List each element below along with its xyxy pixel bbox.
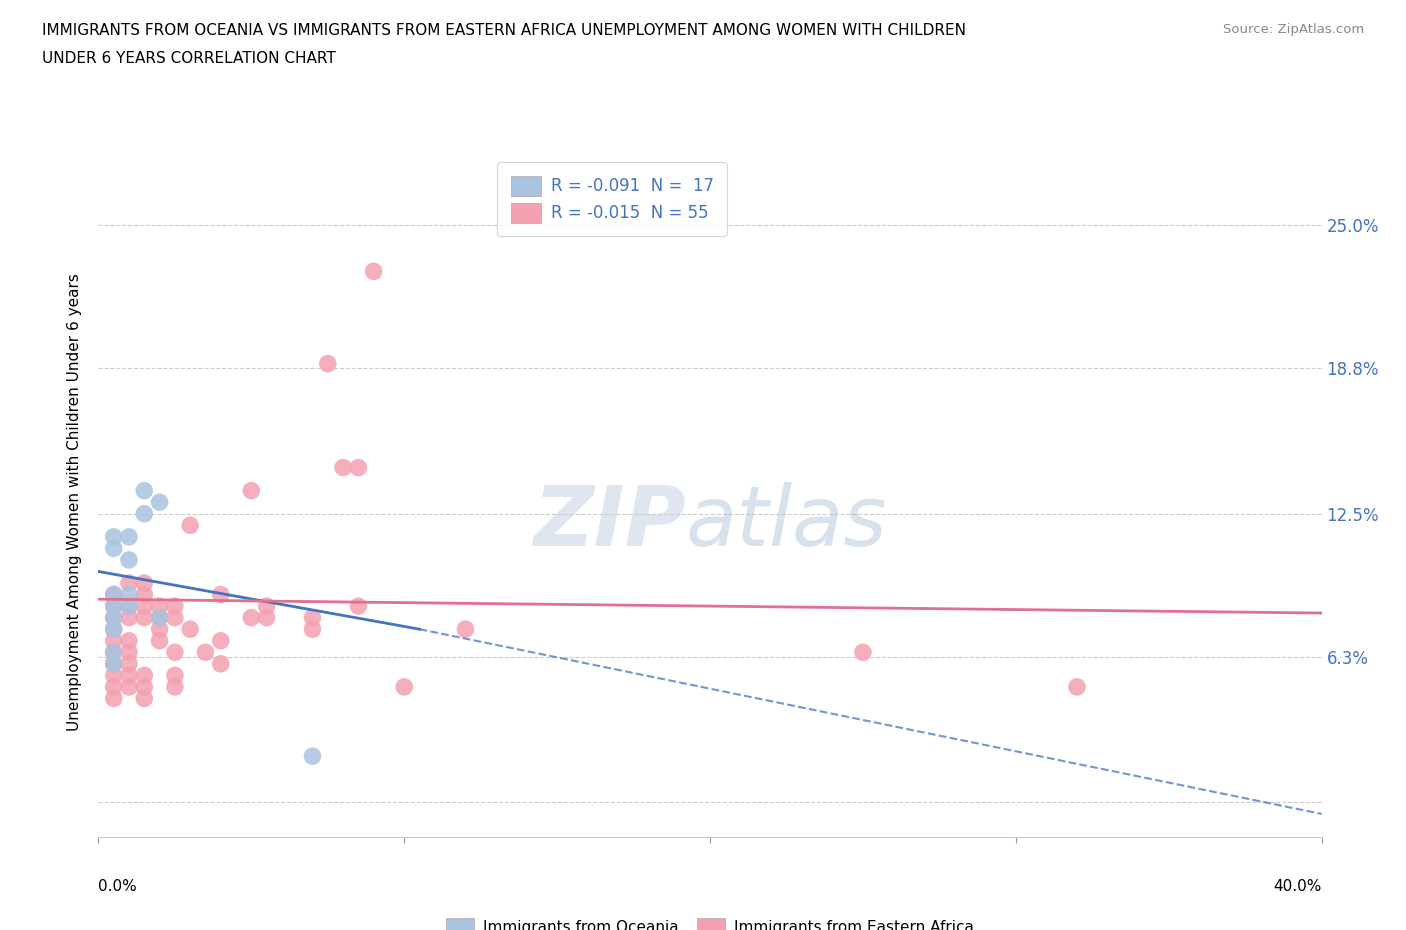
Point [118, 587, 141, 602]
Text: IMMIGRANTS FROM OCEANIA VS IMMIGRANTS FROM EASTERN AFRICA UNEMPLOYMENT AMONG WOM: IMMIGRANTS FROM OCEANIA VS IMMIGRANTS FR… [42, 23, 966, 38]
Point [134, 680, 156, 695]
Legend: Immigrants from Oceania, Immigrants from Eastern Africa: Immigrants from Oceania, Immigrants from… [440, 911, 980, 930]
Point [240, 610, 263, 625]
Point [194, 644, 217, 659]
Point [454, 622, 477, 637]
Point [301, 749, 323, 764]
Point [103, 622, 125, 637]
Point [118, 552, 141, 567]
Point [118, 529, 141, 544]
Point [134, 610, 156, 625]
Point [118, 599, 141, 614]
Point [363, 264, 385, 279]
Point [163, 610, 186, 625]
Point [118, 576, 141, 591]
Point [179, 518, 201, 533]
Point [1066, 680, 1088, 695]
Point [209, 633, 232, 648]
Text: atlas: atlas [686, 482, 887, 563]
Point [118, 668, 141, 683]
Point [209, 657, 232, 671]
Point [118, 644, 141, 659]
Point [118, 657, 141, 671]
Point [103, 657, 125, 671]
Point [209, 587, 232, 602]
Point [103, 680, 125, 695]
Point [134, 506, 156, 521]
Point [347, 599, 370, 614]
Point [256, 610, 278, 625]
Point [240, 484, 263, 498]
Point [103, 633, 125, 648]
Point [163, 668, 186, 683]
Point [316, 356, 339, 371]
Text: UNDER 6 YEARS CORRELATION CHART: UNDER 6 YEARS CORRELATION CHART [42, 51, 336, 66]
Point [118, 610, 141, 625]
Point [118, 599, 141, 614]
Point [179, 622, 201, 637]
Point [347, 460, 370, 475]
Point [103, 541, 125, 556]
Point [103, 529, 125, 544]
Point [134, 668, 156, 683]
Point [134, 599, 156, 614]
Point [103, 657, 125, 671]
Text: 40.0%: 40.0% [1274, 879, 1322, 894]
Point [103, 622, 125, 637]
Point [163, 599, 186, 614]
Point [149, 610, 172, 625]
Point [301, 610, 323, 625]
Point [149, 622, 172, 637]
Point [118, 680, 141, 695]
Y-axis label: Unemployment Among Women with Children Under 6 years: Unemployment Among Women with Children U… [67, 273, 83, 731]
Point [103, 587, 125, 602]
Point [163, 680, 186, 695]
Point [134, 587, 156, 602]
Text: Source: ZipAtlas.com: Source: ZipAtlas.com [1223, 23, 1364, 36]
Point [103, 668, 125, 683]
Point [392, 680, 416, 695]
Point [149, 495, 172, 510]
Point [103, 599, 125, 614]
Point [134, 484, 156, 498]
Point [103, 691, 125, 706]
Text: ZIP: ZIP [533, 482, 686, 563]
Point [852, 644, 875, 659]
Point [149, 633, 172, 648]
Point [256, 599, 278, 614]
Point [134, 691, 156, 706]
Point [134, 576, 156, 591]
Point [118, 633, 141, 648]
Point [301, 622, 323, 637]
Point [103, 599, 125, 614]
Point [103, 644, 125, 659]
Point [103, 644, 125, 659]
Point [163, 644, 186, 659]
Text: 0.0%: 0.0% [98, 879, 138, 894]
Point [103, 610, 125, 625]
Point [149, 610, 172, 625]
Point [149, 599, 172, 614]
Point [332, 460, 354, 475]
Point [103, 587, 125, 602]
Point [103, 610, 125, 625]
